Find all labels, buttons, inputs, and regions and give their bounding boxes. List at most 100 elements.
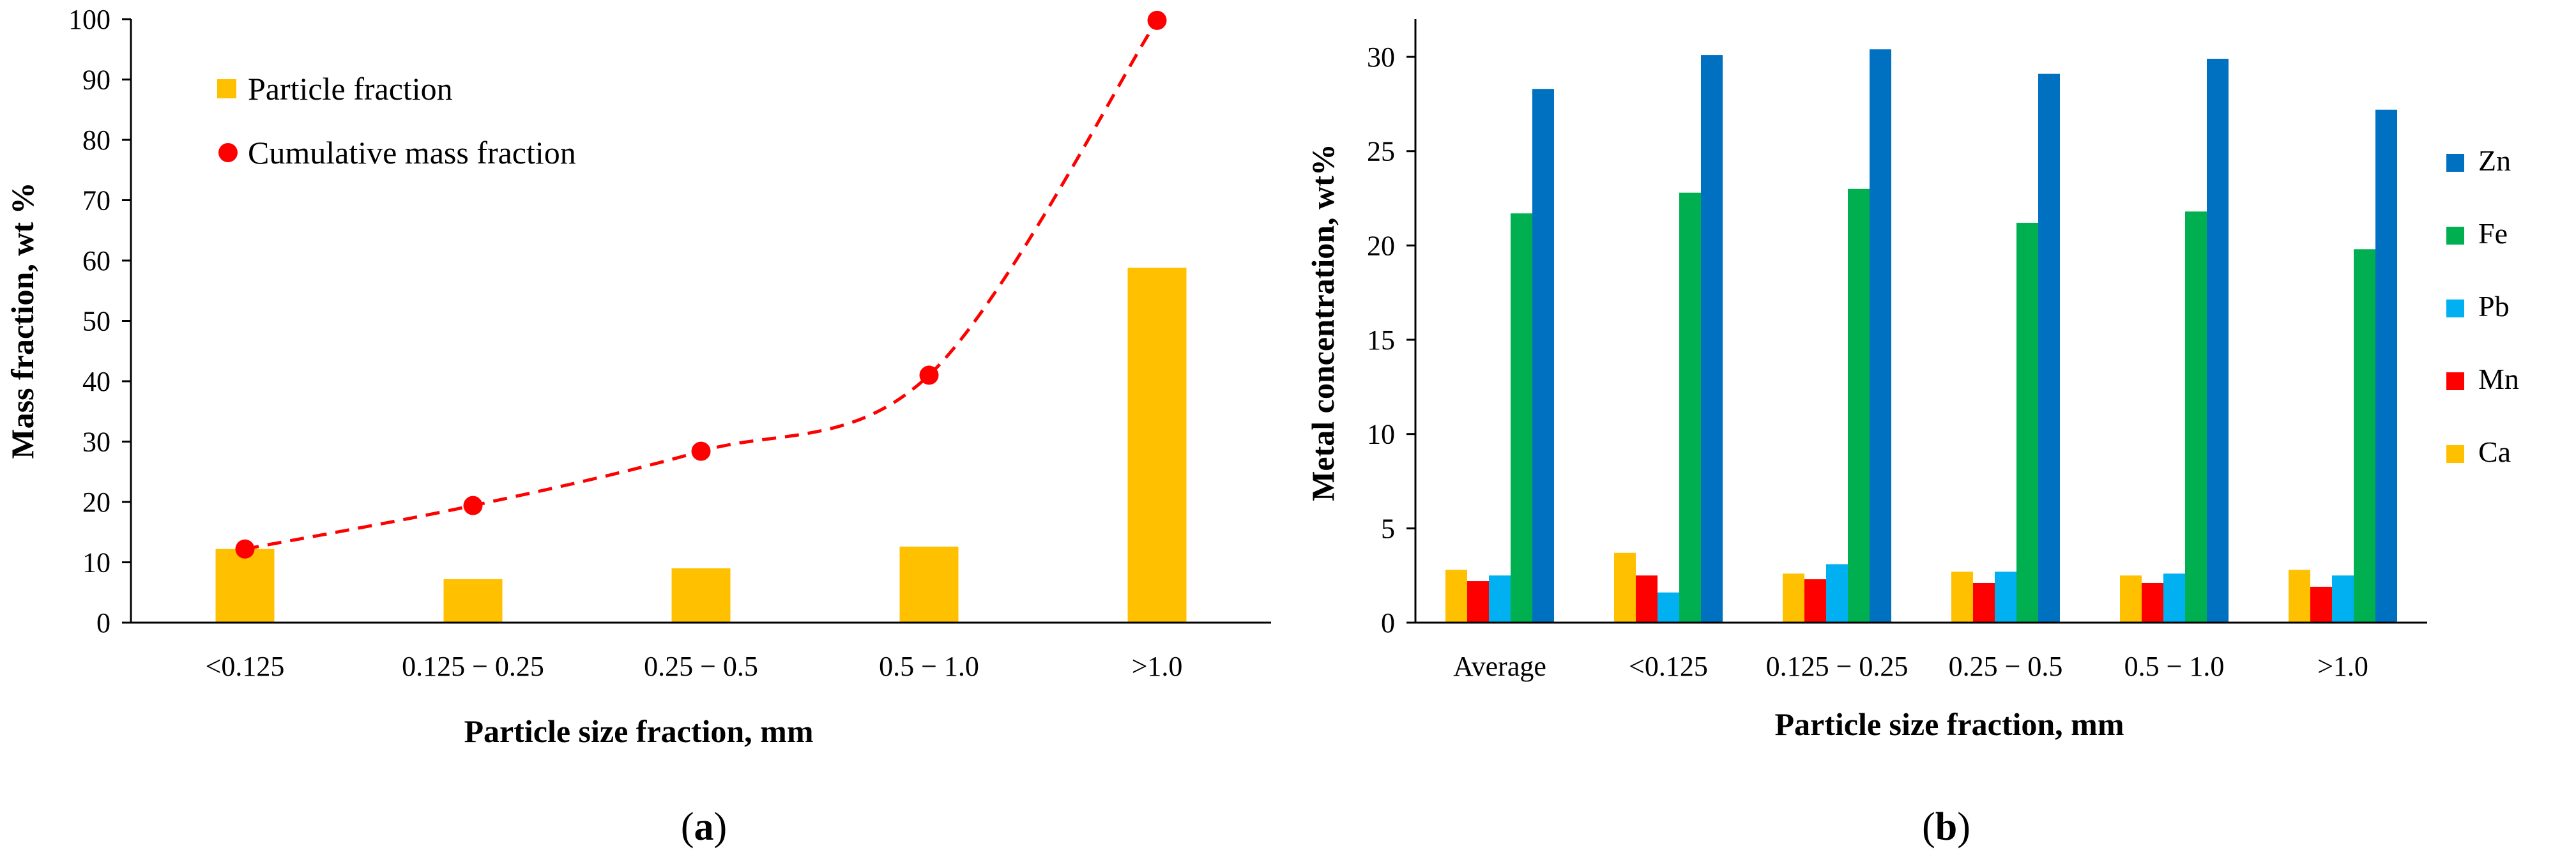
b-bar-pb — [1995, 572, 2016, 623]
b-ytick-label: 10 — [1367, 419, 1395, 450]
b-bar-zn — [2038, 73, 2060, 623]
a-x-axis-title: Particle size fraction, mm — [464, 713, 814, 749]
b-ytick-label: 15 — [1367, 324, 1395, 356]
b-legend-swatch-pb — [2446, 300, 2464, 317]
b-bar-zn — [1701, 55, 1723, 623]
a-cumulative-curve — [245, 19, 1159, 551]
b-bar-pb — [2163, 573, 2185, 623]
b-bar-pb — [2332, 575, 2354, 623]
b-ytick-label: 25 — [1367, 136, 1395, 167]
b-bar-mn — [2142, 582, 2163, 623]
a-ytick-label: 20 — [82, 487, 111, 518]
a-bar — [1127, 268, 1187, 623]
b-bar-zn — [2207, 59, 2229, 623]
a-ytick-label: 70 — [82, 185, 111, 216]
a-panel-label: (a) — [681, 805, 727, 849]
a-xtick-label: 0.25 − 0.5 — [644, 651, 758, 682]
a-ytick-label: 100 — [68, 4, 111, 35]
b-bar-ca — [1445, 570, 1467, 623]
b-bar-fe — [2354, 249, 2375, 623]
b-legend: Zn Fe Pb Mn Ca — [2446, 144, 2519, 468]
b-legend-label-pb: Pb — [2478, 290, 2510, 322]
b-legend-label-zn: Zn — [2478, 144, 2511, 177]
a-bar — [215, 549, 275, 623]
b-bar-mn — [1636, 575, 1658, 623]
b-bar-pb — [1826, 564, 1848, 623]
b-xtick-label: >1.0 — [2317, 651, 2368, 682]
a-point — [235, 539, 255, 559]
b-bar-zn — [1532, 89, 1554, 623]
b-bars-group — [1445, 49, 2397, 623]
a-xtick-label: 0.5 − 1.0 — [879, 651, 979, 682]
b-x-axis-title: Particle size fraction, mm — [1775, 706, 2124, 742]
b-legend-label-ca: Ca — [2478, 436, 2511, 468]
b-xtick-label: 0.25 − 0.5 — [1949, 651, 2063, 682]
b-bar-ca — [1783, 573, 1804, 623]
a-bar — [899, 546, 959, 623]
a-x-ticks: <0.125 0.125 − 0.25 0.25 − 0.5 0.5 − 1.0 >1.… — [206, 651, 1183, 682]
b-xtick-label: 0.125 − 0.25 — [1766, 651, 1909, 682]
b-ytick-label: 30 — [1367, 42, 1395, 73]
b-bar-fe — [1679, 192, 1701, 623]
a-legend-bar-label: Particle fraction — [248, 71, 453, 107]
a-point — [919, 365, 939, 385]
b-bar-ca — [1951, 572, 1973, 623]
b-legend-label-mn: Mn — [2478, 363, 2519, 395]
panel-b-chart: 0 5 10 15 20 25 30 Average <0.125 0.125 − 0.25 0.… — [1305, 19, 2519, 849]
b-bar-mn — [1467, 581, 1489, 623]
a-xtick-label: 0.125 − 0.25 — [402, 651, 544, 682]
b-y-ticks: 0 5 10 15 20 25 30 — [1367, 42, 1415, 639]
b-bar-ca — [2289, 570, 2310, 623]
b-bar-pb — [1658, 592, 1679, 623]
a-xtick-label: <0.125 — [206, 651, 285, 682]
b-bar-zn — [1870, 49, 1891, 623]
b-legend-swatch-fe — [2446, 227, 2464, 245]
b-legend-label-fe: Fe — [2478, 217, 2508, 250]
panel-a-chart: 0 10 20 30 40 50 60 70 80 90 100 <0.125 0.125 − 0.2… — [4, 4, 1271, 849]
a-legend: Particle fraction Cumulative mass fracti… — [217, 71, 576, 171]
a-ytick-label: 80 — [82, 125, 111, 156]
b-ytick-label: 0 — [1381, 607, 1395, 639]
a-bars-group — [215, 268, 1187, 623]
b-bar-ca — [2120, 575, 2142, 623]
a-points-group — [235, 10, 1167, 559]
b-bar-fe — [1848, 188, 1870, 623]
a-y-ticks: 0 10 20 30 40 50 60 70 80 90 100 — [68, 4, 131, 639]
a-ytick-label: 10 — [82, 547, 111, 579]
b-x-ticks: Average <0.125 0.125 − 0.25 0.25 − 0.5 0.5 −… — [1453, 651, 2368, 682]
a-point — [463, 496, 483, 515]
a-y-axis-title: Mass fraction, wt % — [4, 182, 40, 459]
b-xtick-label: Average — [1453, 651, 1546, 682]
a-legend-bar-swatch — [217, 79, 236, 98]
a-ytick-label: 50 — [82, 306, 111, 337]
b-legend-swatch-zn — [2446, 154, 2464, 172]
a-ytick-label: 90 — [82, 64, 111, 96]
a-xtick-label: >1.0 — [1132, 651, 1183, 682]
b-bar-mn — [1973, 582, 1995, 623]
b-xtick-label: <0.125 — [1629, 651, 1708, 682]
b-bar-pb — [1489, 575, 1511, 623]
b-bar-ca — [1614, 552, 1636, 623]
a-ytick-label: 40 — [82, 366, 111, 397]
b-panel-label: (b) — [1922, 805, 1970, 849]
b-legend-swatch-ca — [2446, 445, 2464, 463]
b-bar-mn — [1804, 579, 1826, 623]
a-ytick-label: 0 — [96, 607, 111, 639]
a-point — [691, 441, 711, 461]
a-legend-point-swatch — [218, 143, 238, 162]
a-ytick-label: 60 — [82, 245, 111, 277]
a-point — [1147, 10, 1167, 30]
b-bar-fe — [2185, 211, 2207, 623]
b-bar-fe — [1511, 213, 1532, 623]
a-ytick-label: 30 — [82, 427, 111, 458]
b-bar-mn — [2310, 586, 2332, 623]
b-bar-fe — [2016, 222, 2038, 623]
b-y-axis-title: Metal concentration, wt% — [1305, 144, 1341, 501]
a-bar — [443, 579, 503, 623]
b-bar-zn — [2375, 109, 2397, 623]
b-xtick-label: 0.5 − 1.0 — [2124, 651, 2225, 682]
a-legend-point-label: Cumulative mass fraction — [248, 135, 576, 171]
b-legend-swatch-mn — [2446, 372, 2464, 390]
a-bar — [671, 568, 731, 623]
